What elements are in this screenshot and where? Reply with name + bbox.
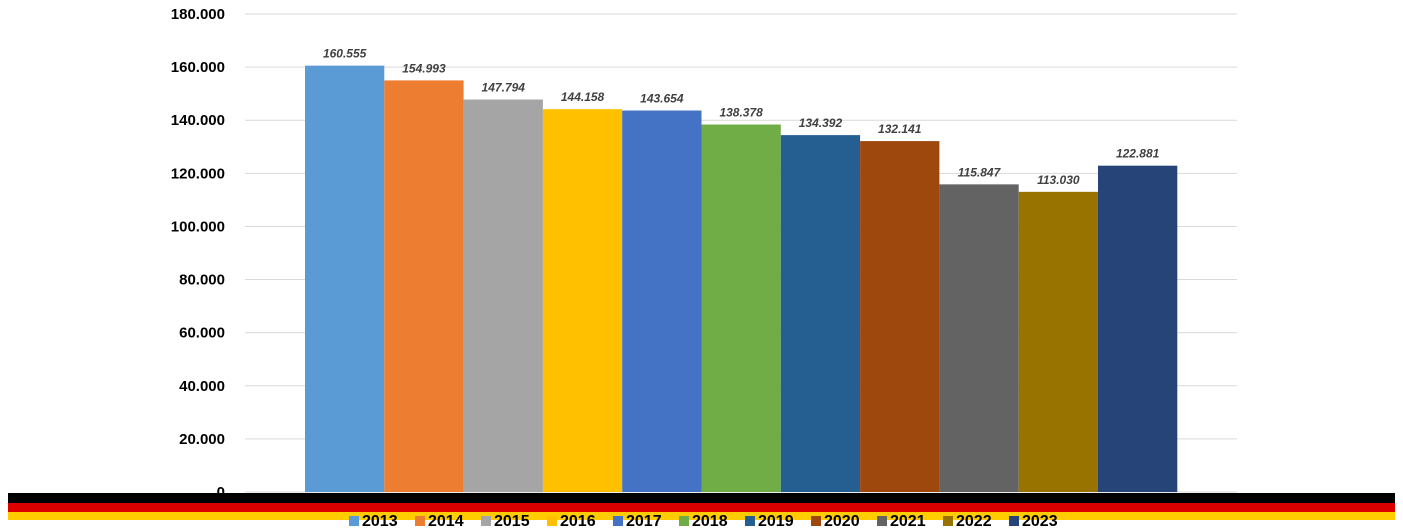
y-tick-label: 160.000 <box>171 59 225 76</box>
flag-stripe <box>8 493 1395 503</box>
legend-label-2017: 2017 <box>626 513 662 530</box>
legend-label-2021: 2021 <box>890 513 926 530</box>
data-label-2013: 160.555 <box>323 47 367 61</box>
data-label-2019: 134.392 <box>799 116 843 130</box>
legend-label-2014: 2014 <box>428 513 464 530</box>
bar-2015 <box>463 99 543 493</box>
data-label-2016: 144.158 <box>561 90 605 104</box>
bar-2021 <box>939 184 1019 492</box>
data-label-2020: 132.141 <box>878 122 922 136</box>
bar-2019 <box>780 135 861 493</box>
legend-label-2018: 2018 <box>692 513 728 530</box>
legend-label-2016: 2016 <box>560 513 596 530</box>
bar-2023 <box>1098 165 1178 492</box>
y-tick-label: 100.000 <box>171 218 225 235</box>
data-labels: 160.555 154.993 147.794 144.158 143.654 138.3… <box>323 47 1160 187</box>
legend-swatch-2015 <box>481 516 491 526</box>
y-tick-label: 120.000 <box>171 165 225 182</box>
legend-label-2019: 2019 <box>758 513 794 530</box>
legend-swatch-2019 <box>745 516 755 526</box>
y-tick-label: 60.000 <box>179 325 225 342</box>
data-label-2017: 143.654 <box>640 92 684 106</box>
bars <box>305 65 1178 493</box>
data-label-2015: 147.794 <box>482 81 526 95</box>
flag-stripe <box>8 512 1395 520</box>
bar-2013 <box>305 65 385 493</box>
bar-2020 <box>860 141 940 493</box>
legend-label-2022: 2022 <box>956 513 992 530</box>
flag-stripe <box>8 503 1395 512</box>
bar-2017 <box>622 110 702 492</box>
data-label-2014: 154.993 <box>402 61 446 75</box>
flag-stripes <box>8 493 1395 520</box>
bar-2018 <box>701 124 781 492</box>
data-label-2022: 113.030 <box>1037 173 1080 187</box>
legend-swatch-2020 <box>811 516 821 526</box>
bar-2016 <box>542 109 623 492</box>
legend-swatch-2018 <box>679 516 689 526</box>
legend-label-2015: 2015 <box>494 513 530 530</box>
data-label-2018: 138.378 <box>719 106 763 120</box>
legend-swatch-2013 <box>349 516 359 526</box>
bar-2022 <box>1018 191 1098 492</box>
bar-2014 <box>384 80 464 493</box>
y-tick-label: 80.000 <box>179 272 225 289</box>
legend-swatch-2021 <box>877 516 887 526</box>
y-tick-label: 40.000 <box>179 378 225 395</box>
y-tick-label: 140.000 <box>171 112 225 129</box>
legend-label-2023: 2023 <box>1022 513 1058 530</box>
data-label-2023: 122.881 <box>1116 147 1160 161</box>
legend-swatch-2023 <box>1009 516 1019 526</box>
data-label-2021: 115.847 <box>958 165 1002 179</box>
legend-swatch-2016 <box>547 516 557 526</box>
y-tick-label: 0 <box>217 484 225 501</box>
y-axis-tick-labels: 0 20.000 40.000 60.000 80.000 100.000 120.000 1… <box>171 6 225 501</box>
y-tick-label: 180.000 <box>171 6 225 23</box>
y-tick-label: 20.000 <box>179 431 225 448</box>
legend-swatch-2014 <box>415 516 425 526</box>
legend-swatch-2022 <box>943 516 953 526</box>
legend-label-2013: 2013 <box>362 513 398 530</box>
legend-label-2020: 2020 <box>824 513 860 530</box>
legend: 2013 2014 2015 2016 2017 2018 2019 2020 2021 2022… <box>349 513 1058 530</box>
legend-swatch-2017 <box>613 516 623 526</box>
